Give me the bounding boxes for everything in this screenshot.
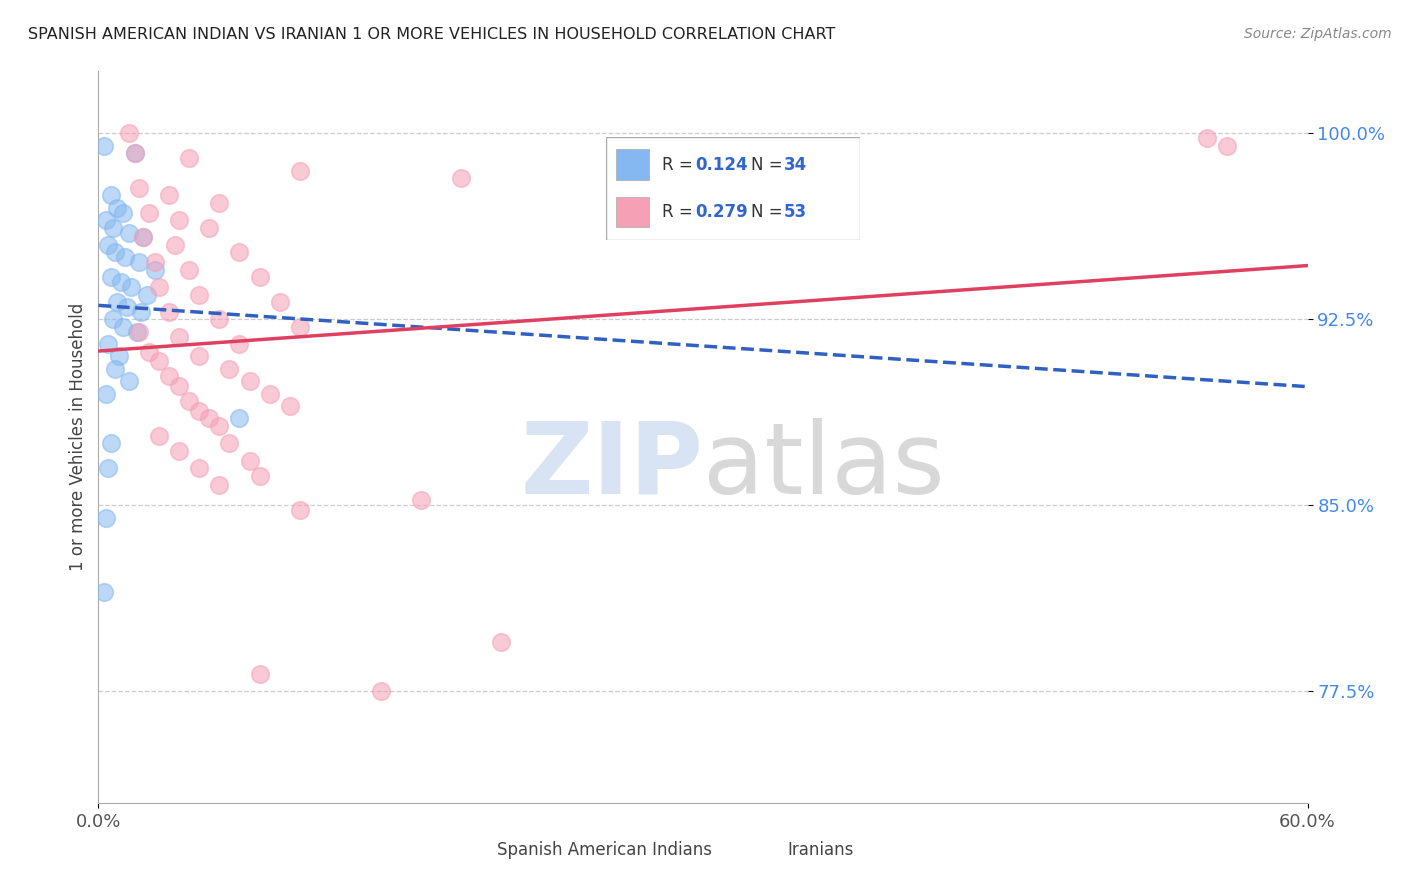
Point: [249, 666, 271, 681]
Point: [259, 386, 281, 401]
Point: [128, 181, 150, 195]
Point: [132, 230, 155, 244]
Point: [148, 280, 170, 294]
Point: [111, 205, 134, 219]
Point: [143, 255, 166, 269]
Point: [288, 163, 311, 178]
Point: [239, 374, 262, 388]
Text: ZIP: ZIP: [520, 417, 703, 515]
Point: [129, 305, 152, 319]
Point: [208, 418, 231, 433]
Point: [288, 503, 311, 517]
Text: Source: ZipAtlas.com: Source: ZipAtlas.com: [1244, 27, 1392, 41]
Point: [163, 238, 186, 252]
Point: [228, 337, 250, 351]
Point: [148, 354, 170, 368]
Point: [188, 350, 211, 364]
Point: [218, 436, 240, 450]
Point: [118, 126, 141, 140]
Point: [135, 287, 157, 301]
Point: [114, 250, 136, 264]
Point: [111, 319, 134, 334]
Text: SPANISH AMERICAN INDIAN VS IRANIAN 1 OR MORE VEHICLES IN HOUSEHOLD CORRELATION C: SPANISH AMERICAN INDIAN VS IRANIAN 1 OR …: [28, 27, 835, 42]
Point: [124, 146, 146, 161]
Point: [118, 226, 141, 240]
Point: [132, 230, 155, 244]
Point: [103, 362, 125, 376]
Point: [105, 295, 128, 310]
Point: [93, 138, 115, 153]
Point: [239, 453, 262, 467]
Point: [1216, 138, 1239, 153]
Point: [110, 275, 132, 289]
Point: [93, 585, 115, 599]
Point: [167, 213, 190, 227]
Point: [188, 461, 211, 475]
Point: [138, 344, 160, 359]
Point: [188, 287, 211, 301]
Point: [179, 262, 201, 277]
Point: [288, 319, 311, 334]
Point: [107, 350, 129, 364]
Point: [198, 411, 221, 425]
Point: [208, 478, 231, 492]
Point: [157, 369, 180, 384]
Point: [138, 205, 160, 219]
Point: [157, 305, 180, 319]
Point: [143, 262, 166, 277]
Point: [148, 429, 170, 443]
Point: [128, 325, 150, 339]
Point: [491, 634, 513, 648]
Point: [100, 188, 122, 202]
Text: Spanish American Indians: Spanish American Indians: [498, 841, 713, 859]
Point: [269, 295, 291, 310]
Point: [188, 404, 211, 418]
Point: [179, 394, 201, 409]
Point: [228, 411, 250, 425]
Point: [249, 468, 271, 483]
Point: [101, 312, 124, 326]
Point: [97, 337, 120, 351]
Point: [208, 195, 231, 210]
Point: [118, 374, 141, 388]
Point: [128, 255, 150, 269]
Text: Iranians: Iranians: [787, 841, 853, 859]
Text: atlas: atlas: [703, 417, 945, 515]
Point: [124, 146, 146, 161]
Point: [100, 436, 122, 450]
Point: [167, 443, 190, 458]
Point: [96, 510, 118, 524]
Point: [208, 312, 231, 326]
Point: [101, 220, 124, 235]
Point: [100, 270, 122, 285]
Point: [125, 325, 148, 339]
Point: [120, 280, 142, 294]
Point: [96, 213, 118, 227]
Point: [198, 220, 221, 235]
Point: [370, 684, 392, 698]
Point: [450, 171, 472, 186]
Point: [278, 399, 301, 413]
Point: [103, 245, 125, 260]
Point: [1195, 131, 1218, 145]
Point: [228, 245, 250, 260]
Point: [105, 201, 128, 215]
Y-axis label: 1 or more Vehicles in Household: 1 or more Vehicles in Household: [69, 303, 87, 571]
Point: [96, 386, 118, 401]
Point: [157, 188, 180, 202]
Point: [97, 461, 120, 475]
Point: [409, 493, 432, 508]
Point: [179, 151, 201, 165]
Point: [167, 329, 190, 343]
Point: [218, 362, 240, 376]
Point: [115, 300, 138, 314]
Point: [167, 379, 190, 393]
Point: [97, 238, 120, 252]
Point: [249, 270, 271, 285]
